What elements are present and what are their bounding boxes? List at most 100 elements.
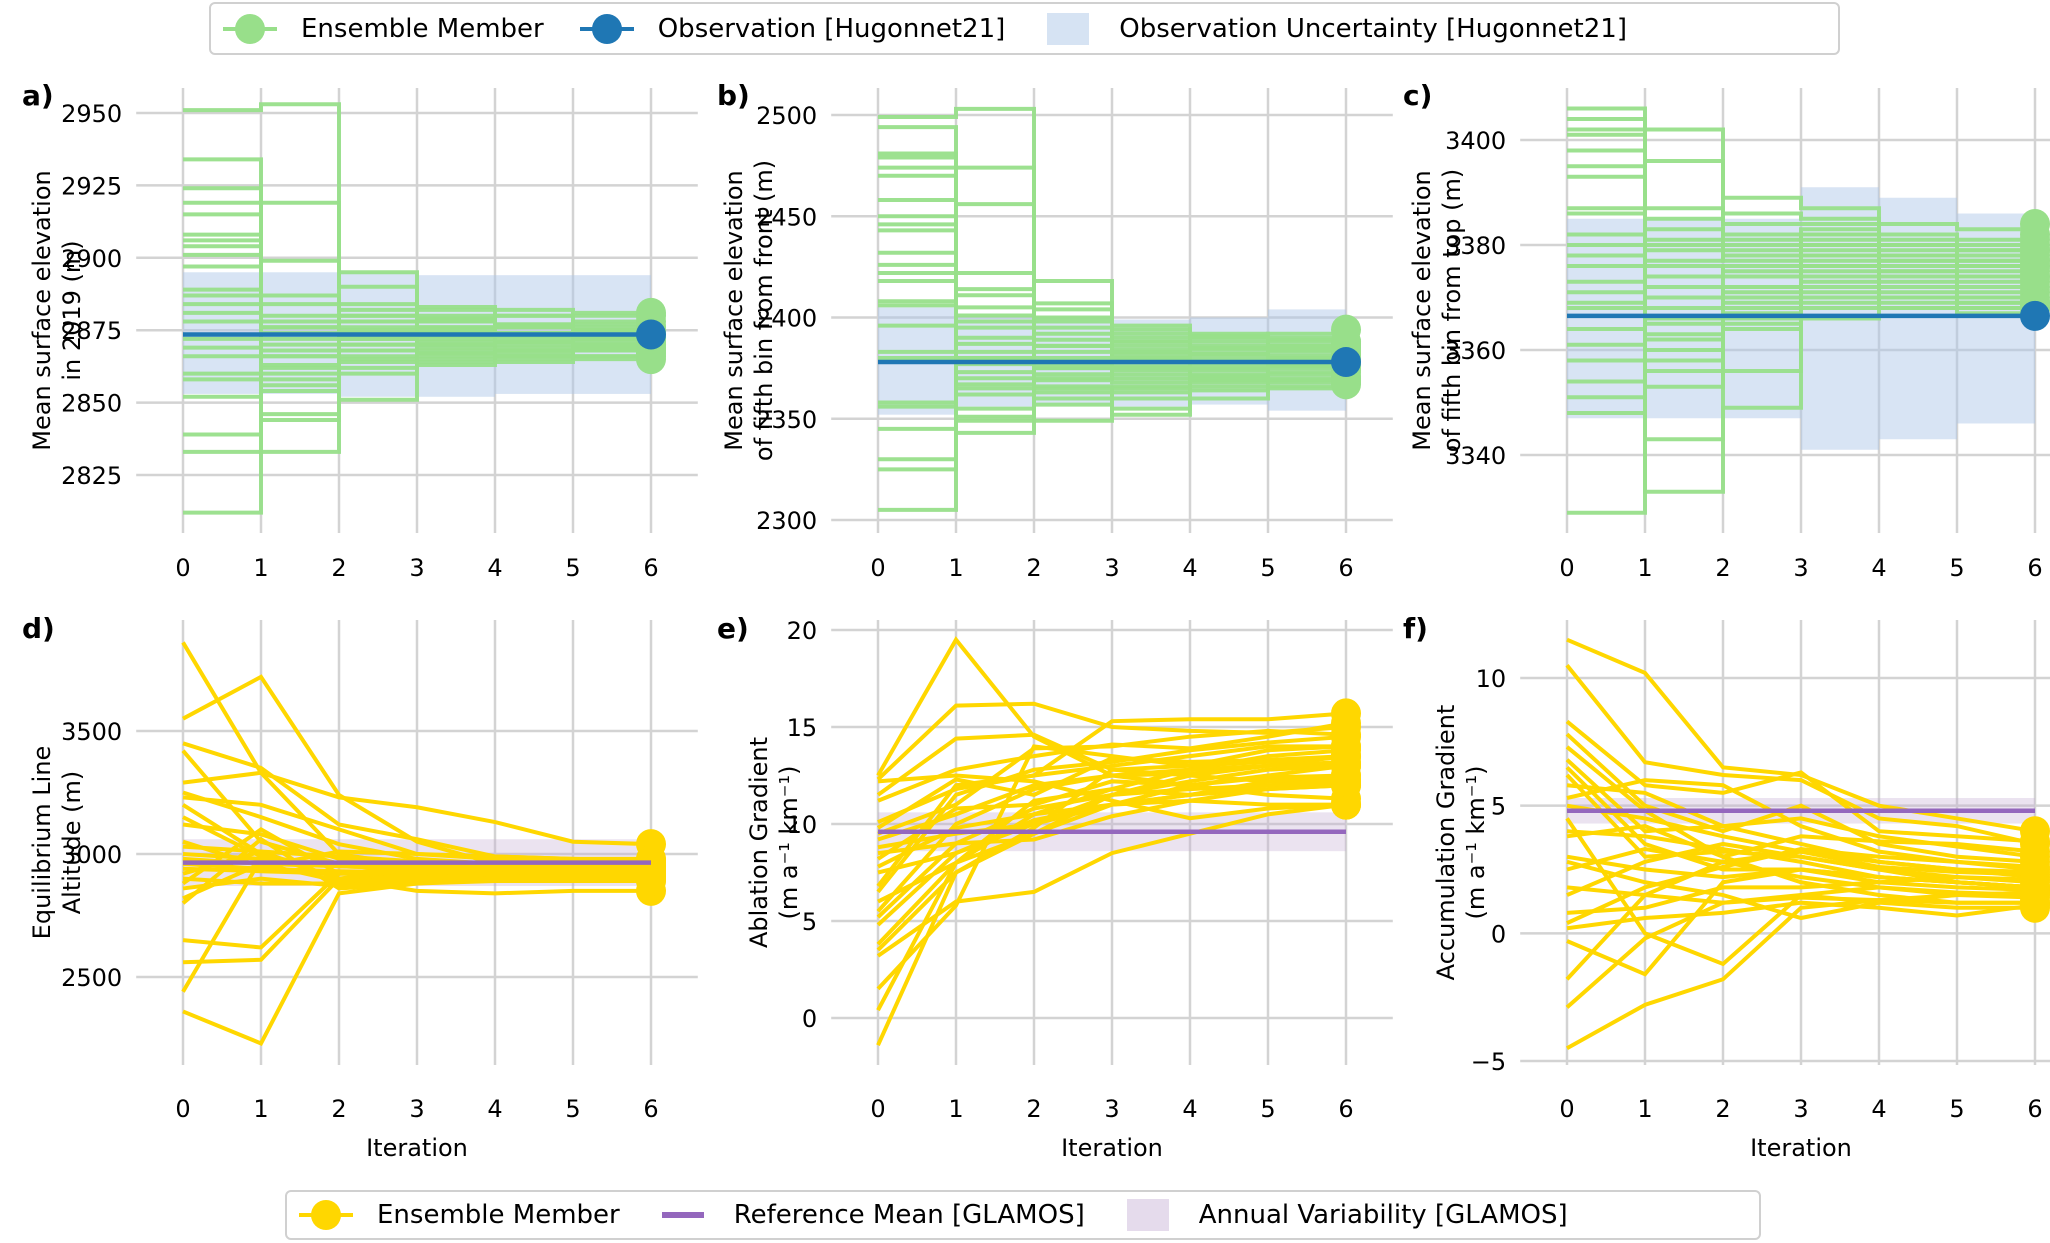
x-axis-label: Iteration xyxy=(366,1134,468,1162)
ensemble-member-line xyxy=(1566,637,2036,834)
y-tick-label: 5 xyxy=(1491,793,1506,821)
x-tick-label: 5 xyxy=(1949,1095,1964,1123)
x-tick-label: 1 xyxy=(1637,1095,1652,1123)
ensemble-member-line xyxy=(1566,890,2036,1050)
x-tick-label: 5 xyxy=(565,1095,580,1123)
panel-letter: d) xyxy=(22,612,55,645)
observation-marker xyxy=(2020,300,2050,331)
x-tick-label: 0 xyxy=(1559,1095,1574,1123)
ensemble-member-line xyxy=(877,773,1347,821)
y-axis-label: (m a⁻¹ km⁻¹) xyxy=(775,766,803,920)
legend-label: Observation Uncertainty [Hugonnet21] xyxy=(1119,13,1627,44)
legend-item-ensemble-member: Ensemble Member xyxy=(221,11,544,47)
y-tick-label: 3380 xyxy=(1445,232,1506,260)
y-tick-label: 10 xyxy=(1476,665,1507,693)
x-tick-label: 3 xyxy=(1104,554,1119,582)
legend-bottom: Ensemble Member Reference Mean [GLAMOS] … xyxy=(285,1190,1761,1240)
ensemble-member-marker xyxy=(1331,314,1361,345)
y-tick-label: 0 xyxy=(1491,920,1506,948)
x-tick-label: 5 xyxy=(1949,554,1964,582)
legend-item-observation: Observation [Hugonnet21] xyxy=(578,11,1005,47)
y-axis-label: Mean surface elevation xyxy=(28,170,56,450)
ensemble-member-marker xyxy=(1331,731,1361,762)
ensemble-member-line xyxy=(182,770,652,847)
legend-top: Ensemble Member Observation [Hugonnet21]… xyxy=(209,2,1840,55)
ensemble-member-line xyxy=(1565,719,2036,844)
ensemble-member-line xyxy=(876,744,1347,991)
y-axis-label: (m a⁻¹ km⁻¹) xyxy=(1462,766,1490,920)
x-tick-label: 5 xyxy=(565,554,580,582)
ensemble-member-marker xyxy=(1331,369,1361,400)
ensemble-member-marker-icon xyxy=(297,1197,355,1233)
y-tick-label: 20 xyxy=(787,617,818,645)
observation-marker xyxy=(1331,347,1361,378)
y-axis-label: Ablation Gradient xyxy=(745,737,773,948)
y-tick-label: 2350 xyxy=(756,406,817,434)
x-tick-label: 6 xyxy=(2027,1095,2042,1123)
panel-c: 0 1 2 3 4 5 6 3340 3360 3380 3400 c) Mean surface el… xyxy=(1403,79,2050,582)
x-tick-label: 0 xyxy=(1559,554,1574,582)
y-axis-label: Accumulation Gradient xyxy=(1432,705,1460,981)
panel-d: 0 1 2 3 4 5 6 2500 3000 3500 d) Equilibrium Line Alt… xyxy=(22,612,698,1162)
variability-patch-icon xyxy=(1119,1197,1177,1233)
x-tick-label: 3 xyxy=(409,554,424,582)
y-tick-label: 2900 xyxy=(61,245,122,273)
panel-letter: f) xyxy=(1403,612,1428,645)
y-tick-label: 2950 xyxy=(61,100,122,128)
ensemble-member-line xyxy=(182,876,652,891)
x-tick-label: 1 xyxy=(253,554,268,582)
legend-label: Ensemble Member xyxy=(301,13,544,44)
y-tick-label: 2500 xyxy=(756,102,817,130)
y-tick-label: −5 xyxy=(1471,1048,1506,1076)
x-tick-label: 4 xyxy=(1871,554,1886,582)
x-tick-label: 2 xyxy=(1026,554,1041,582)
legend-item-observation-uncertainty: Observation Uncertainty [Hugonnet21] xyxy=(1039,11,1627,47)
ensemble-member-marker xyxy=(1331,698,1361,729)
x-tick-label: 3 xyxy=(1104,1095,1119,1123)
y-tick-label: 2500 xyxy=(61,964,122,992)
ensemble-member-line xyxy=(1565,663,2036,846)
x-tick-label: 4 xyxy=(1182,554,1197,582)
x-tick-label: 1 xyxy=(253,1095,268,1123)
panel-letter: b) xyxy=(717,79,750,112)
x-tick-label: 1 xyxy=(948,1095,963,1123)
y-tick-label: 3000 xyxy=(61,841,122,869)
ensemble-member-line xyxy=(1566,847,2036,925)
y-tick-label: 10 xyxy=(787,811,818,839)
x-tick-label: 3 xyxy=(409,1095,424,1123)
uncertainty-patch-icon xyxy=(1039,11,1097,47)
ensemble-member-line xyxy=(876,773,1347,1046)
legend-label: Annual Variability [GLAMOS] xyxy=(1198,1200,1568,1230)
x-tick-label: 4 xyxy=(1871,1095,1886,1123)
x-tick-label: 2 xyxy=(1715,1095,1730,1123)
y-tick-label: 3340 xyxy=(1445,442,1506,470)
panel-letter: c) xyxy=(1403,79,1432,112)
ensemble-member-line xyxy=(182,879,651,1046)
ensemble-member-line xyxy=(876,779,1347,1012)
panel-e: 0 1 2 3 4 5 6 0 5 10 15 20 e) Ablation Gradient (m a⁻¹… xyxy=(717,612,1393,1162)
x-tick-label: 2 xyxy=(331,1095,346,1123)
panel-f: 0 1 2 3 4 5 6 −5 0 5 10 f) Accumulation Gradient (m a… xyxy=(1403,612,2050,1162)
reference-mean-line-icon xyxy=(654,1197,712,1233)
x-tick-label: 4 xyxy=(487,554,502,582)
x-tick-label: 6 xyxy=(1338,554,1353,582)
y-tick-label: 0 xyxy=(802,1005,817,1033)
y-tick-label: 2300 xyxy=(756,507,817,535)
ensemble-member-line xyxy=(877,711,1347,824)
ensemble-member-line xyxy=(183,313,653,515)
x-tick-label: 3 xyxy=(1793,554,1808,582)
x-tick-label: 2 xyxy=(331,554,346,582)
x-tick-label: 5 xyxy=(1260,554,1275,582)
x-tick-label: 2 xyxy=(1715,554,1730,582)
ensemble-member-line xyxy=(181,803,651,896)
x-axis-label: Iteration xyxy=(1750,1134,1852,1162)
x-axis-label: Iteration xyxy=(1061,1134,1163,1162)
panel-letter: a) xyxy=(22,79,54,112)
x-tick-label: 0 xyxy=(870,554,885,582)
x-tick-label: 6 xyxy=(643,554,658,582)
ensemble-member-line xyxy=(1566,867,2036,977)
panel-letter: e) xyxy=(717,612,749,645)
legend-item-reference-mean: Reference Mean [GLAMOS] xyxy=(654,1197,1085,1233)
